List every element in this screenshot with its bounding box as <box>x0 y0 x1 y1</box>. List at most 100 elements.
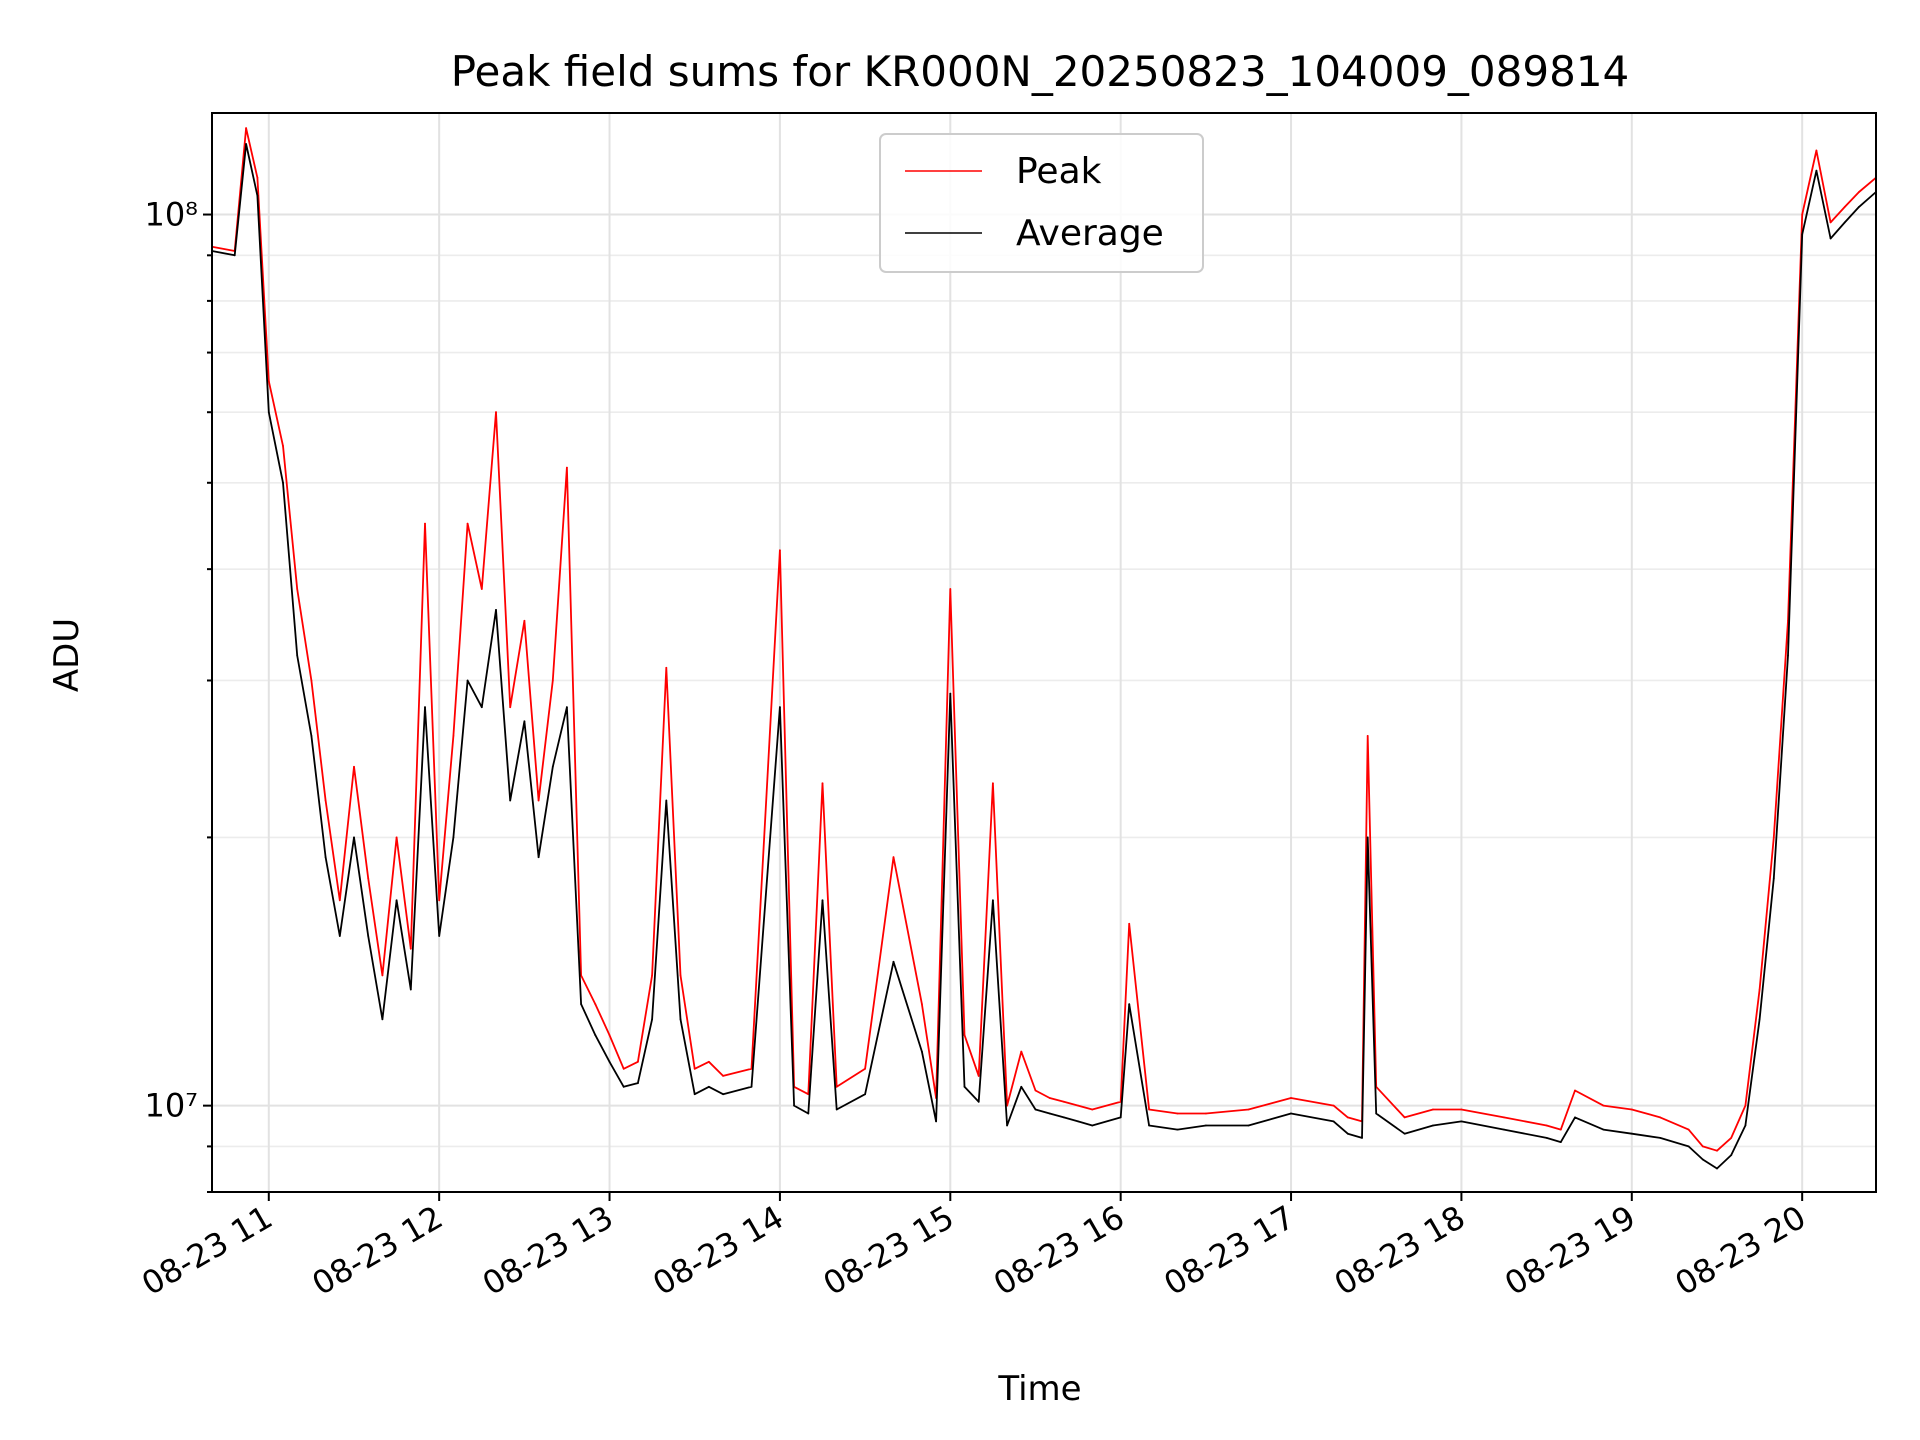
data-point-peak <box>1077 1104 1079 1107</box>
data-point-peak <box>1701 1145 1704 1148</box>
data-point-average <box>1091 1124 1094 1127</box>
data-point-average <box>310 735 313 737</box>
data-point-average <box>622 1085 625 1088</box>
data-point-peak <box>864 1067 866 1070</box>
legend: Peak Average <box>879 133 1204 273</box>
data-point-peak <box>1332 1104 1335 1107</box>
data-point-peak <box>679 974 682 977</box>
data-point-average <box>693 1093 696 1096</box>
data-point-average <box>1829 237 1832 240</box>
data-point-average <box>651 1018 653 1021</box>
data-point-average <box>537 856 540 859</box>
data-point-peak <box>438 899 441 902</box>
data-point-average <box>1701 1158 1704 1161</box>
data-point-average <box>551 765 554 768</box>
data-point-average <box>1659 1137 1662 1139</box>
data-point-average <box>1403 1132 1406 1135</box>
data-point-average <box>395 899 398 902</box>
data-point-average <box>963 1085 966 1088</box>
data-point-average <box>1006 1124 1008 1127</box>
data-point-peak <box>1063 1100 1065 1103</box>
data-point-peak <box>409 947 412 950</box>
data-point-peak <box>367 877 370 880</box>
data-point-average <box>245 143 248 145</box>
data-point-peak <box>1659 1116 1662 1119</box>
data-point-peak <box>282 445 284 447</box>
data-point-average <box>367 935 370 937</box>
data-point-peak <box>1247 1108 1250 1111</box>
data-point-peak <box>566 466 568 469</box>
data-point-average <box>750 1085 753 1088</box>
data-point-average <box>1247 1124 1250 1127</box>
data-point-peak <box>1602 1104 1605 1107</box>
data-point-average <box>1503 1128 1505 1131</box>
data-point-peak <box>949 588 952 590</box>
data-point-average <box>821 899 824 902</box>
data-point-peak <box>1290 1097 1292 1099</box>
data-point-peak <box>324 799 327 802</box>
data-point-average <box>935 1120 937 1123</box>
data-point-average <box>1332 1120 1335 1123</box>
data-point-peak <box>1346 1116 1349 1119</box>
y-tick-label: 10⁸ <box>144 196 198 234</box>
data-point-peak <box>466 522 469 525</box>
data-point-average <box>892 960 895 963</box>
data-point-average <box>921 1050 923 1053</box>
data-point-peak <box>245 127 248 130</box>
data-point-average <box>1432 1124 1434 1127</box>
data-point-peak <box>1716 1149 1718 1152</box>
data-point-peak <box>381 974 384 977</box>
data-point-peak <box>1128 922 1131 925</box>
data-point-peak <box>1503 1116 1505 1119</box>
series-line-average <box>211 143 1877 1170</box>
y-axis-label: ADU <box>47 618 87 692</box>
data-point-peak <box>256 176 259 179</box>
data-point-average <box>793 1104 795 1107</box>
data-point-average <box>233 254 236 257</box>
data-point-average <box>1630 1132 1633 1135</box>
data-point-peak <box>1432 1108 1434 1111</box>
data-point-average <box>1020 1085 1023 1088</box>
data-point-peak <box>1843 206 1846 208</box>
legend-label-peak: Peak <box>1016 151 1102 192</box>
data-point-average <box>256 194 259 197</box>
chart-title: Peak field sums for KR000N_20250823_1040… <box>451 47 1630 96</box>
data-point-average <box>580 1003 582 1005</box>
data-point-average <box>1787 654 1789 657</box>
data-point-peak <box>1744 1104 1747 1107</box>
data-point-average <box>353 836 355 839</box>
data-point-peak <box>708 1060 710 1063</box>
data-point-peak <box>1574 1089 1576 1092</box>
data-point-average <box>438 935 441 937</box>
data-point-average <box>594 1034 597 1036</box>
data-point-average <box>1361 1137 1363 1139</box>
data-point-peak <box>1630 1108 1633 1111</box>
data-point-peak <box>1545 1124 1548 1127</box>
data-point-average <box>1034 1108 1037 1111</box>
data-point-peak <box>665 666 668 669</box>
data-point-average <box>779 706 781 709</box>
data-point-average <box>424 706 426 709</box>
data-point-average <box>1063 1116 1065 1119</box>
data-point-average <box>1290 1112 1292 1115</box>
data-point-average <box>1758 1018 1761 1021</box>
data-point-peak <box>1730 1137 1733 1139</box>
data-point-average <box>1128 1003 1131 1005</box>
data-point-peak <box>1460 1108 1463 1111</box>
data-point-average <box>665 799 668 802</box>
data-point-peak <box>1815 149 1818 152</box>
data-point-average <box>282 481 284 484</box>
data-point-average <box>1460 1120 1463 1123</box>
data-point-average <box>1366 836 1369 839</box>
data-point-peak <box>1687 1128 1690 1131</box>
data-point-average <box>509 799 512 802</box>
data-point-peak <box>1801 213 1804 216</box>
data-point-peak <box>1829 221 1832 224</box>
data-point-average <box>1687 1145 1690 1148</box>
data-point-peak <box>395 836 398 839</box>
data-point-average <box>807 1112 810 1115</box>
data-point-peak <box>892 856 895 859</box>
data-point-average <box>1716 1167 1718 1170</box>
data-point-peak <box>722 1075 724 1077</box>
